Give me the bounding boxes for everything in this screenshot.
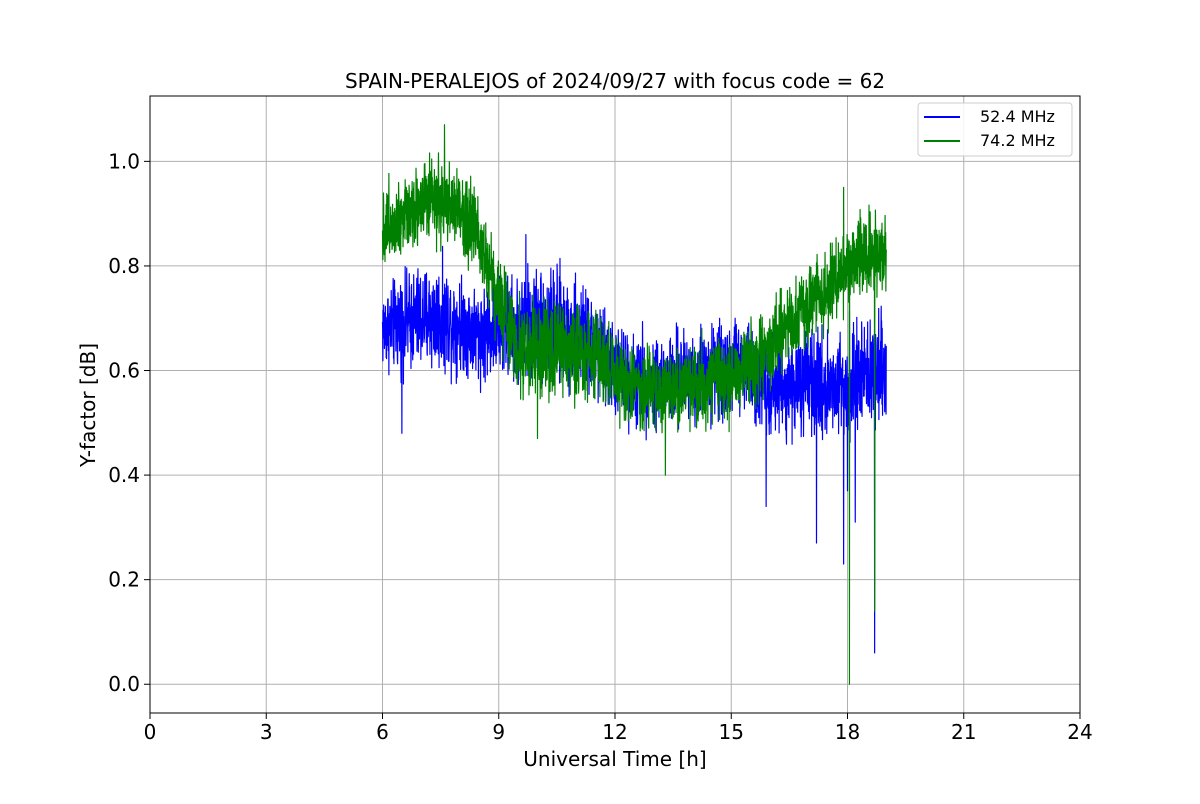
- y-tick-label: 0.2: [108, 568, 140, 592]
- x-tick-label: 3: [260, 720, 273, 744]
- legend-label-74-2-mhz: 74.2 MHz: [980, 131, 1055, 150]
- x-axis-label: Universal Time [h]: [523, 747, 706, 771]
- y-tick-label: 0.6: [108, 359, 140, 383]
- y-tick-label: 0.4: [108, 463, 140, 487]
- y-axis-label: Y-factor [dB]: [76, 343, 100, 468]
- x-tick-label: 18: [835, 720, 860, 744]
- x-tick-label: 24: [1067, 720, 1092, 744]
- x-tick-label: 21: [951, 720, 976, 744]
- x-tick-label: 15: [719, 720, 744, 744]
- series-line-52-4-mhz: [381, 233, 887, 654]
- y-tick-label: 1.0: [108, 149, 140, 173]
- x-tick-label: 9: [492, 720, 505, 744]
- x-axis-ticks: 0 3 6 9 12 15 18 21 24: [144, 713, 1093, 744]
- y-tick-label: 0.8: [108, 254, 140, 278]
- y-tick-label: 0.0: [108, 672, 140, 696]
- series-line-74-2-mhz: [381, 124, 887, 685]
- x-tick-label: 0: [144, 720, 157, 744]
- chart-title: SPAIN-PERALEJOS of 2024/09/27 with focus…: [345, 69, 885, 93]
- x-tick-label: 12: [602, 720, 627, 744]
- legend-label-52-4-mhz: 52.4 MHz: [980, 107, 1055, 126]
- x-tick-label: 6: [376, 720, 389, 744]
- legend: 52.4 MHz 74.2 MHz: [917, 102, 1073, 157]
- y-axis-ticks: 0.0 0.2 0.4 0.6 0.8 1.0: [108, 149, 150, 696]
- plot-area: [381, 124, 887, 685]
